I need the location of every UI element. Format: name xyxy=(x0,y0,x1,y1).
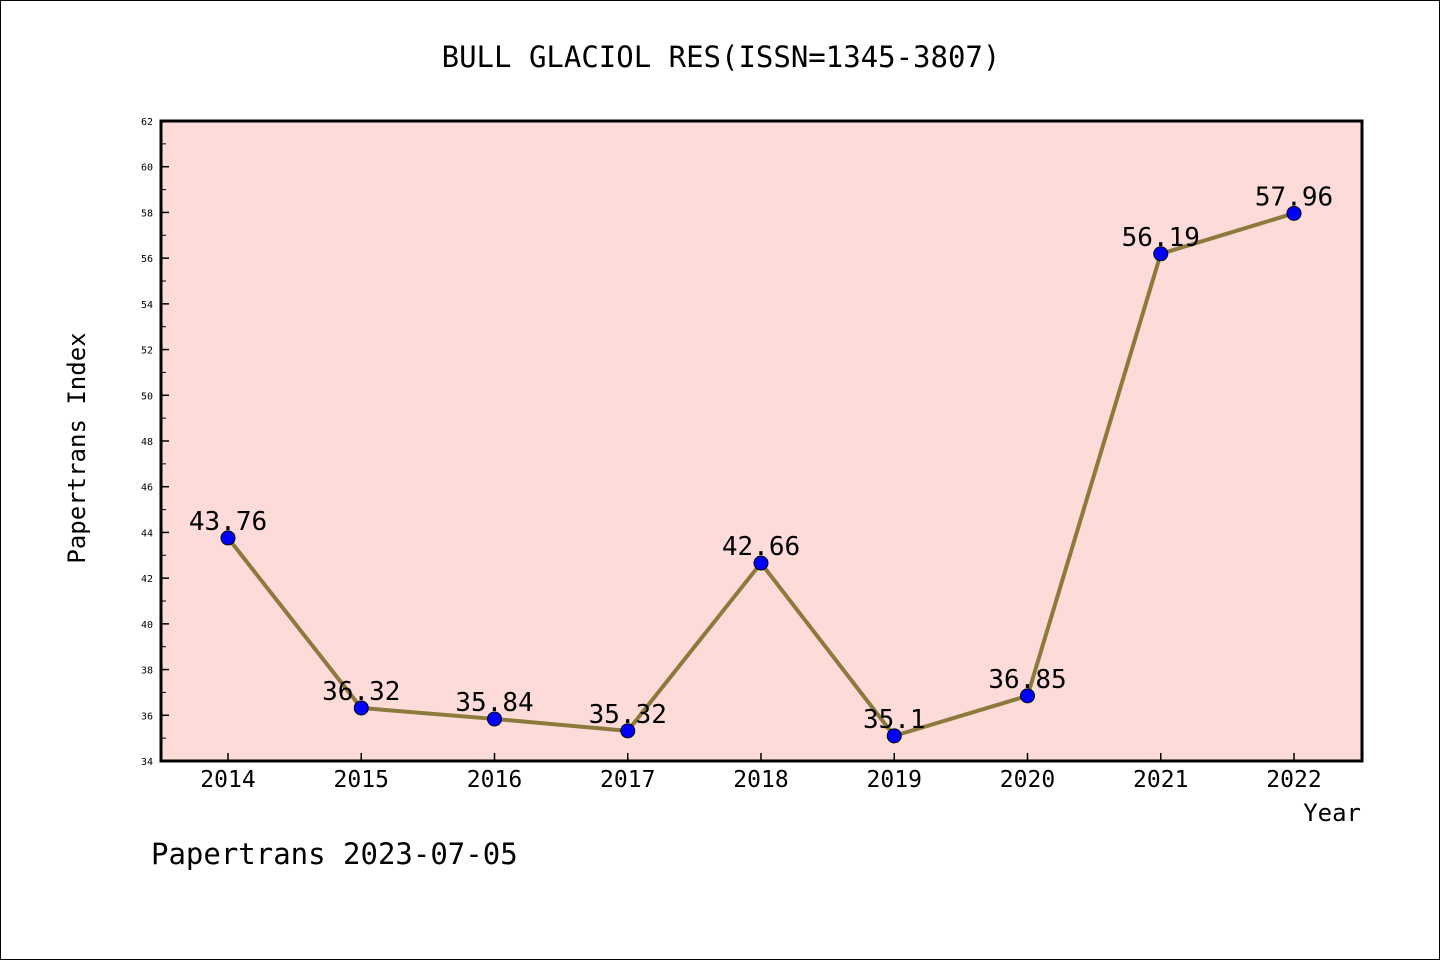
x-tick-label: 2016 xyxy=(467,767,522,793)
chart-title: BULL GLACIOL RES(ISSN=1345-3807) xyxy=(442,40,1001,74)
data-point xyxy=(886,728,902,744)
x-tick-label: 2015 xyxy=(334,767,389,793)
x-axis: 2014 2015 2016 2017 2018 2019 2020 2021 2022 xyxy=(200,753,1322,793)
data-label: 57.96 xyxy=(1255,182,1333,212)
y-tick-label: 60 xyxy=(141,163,153,174)
data-label: 36.32 xyxy=(322,677,400,707)
data-labels: 43.76 36.32 35.84 35.32 42.66 35.1 36.85 56.19 5… xyxy=(189,182,1333,735)
data-point xyxy=(220,530,236,546)
y-axis-label: Papertrans Index xyxy=(63,332,91,563)
data-label: 42.66 xyxy=(722,532,800,562)
data-point xyxy=(753,555,769,571)
x-tick-label: 2017 xyxy=(600,767,655,793)
y-tick-label: 44 xyxy=(141,528,153,539)
data-series xyxy=(220,205,1302,744)
x-tick-label: 2020 xyxy=(1000,767,1055,793)
data-point xyxy=(353,700,369,716)
y-tick-label: 56 xyxy=(141,254,153,265)
x-tick-label: 2018 xyxy=(733,767,788,793)
y-tick-label: 62 xyxy=(141,117,153,128)
x-tick-label: 2021 xyxy=(1133,767,1188,793)
y-tick-label: 34 xyxy=(141,757,153,768)
y-axis: 34 36 38 40 42 44 46 48 50 52 54 56 58 60 62 xyxy=(141,117,169,768)
data-point xyxy=(487,711,502,727)
data-point xyxy=(1020,688,1035,704)
x-axis-label: Year xyxy=(1303,799,1361,827)
data-point xyxy=(620,723,636,739)
y-tick-label: 58 xyxy=(141,208,153,219)
x-tick-label: 2022 xyxy=(1266,767,1321,793)
data-label: 56.19 xyxy=(1122,223,1200,253)
x-tick-label: 2014 xyxy=(200,767,255,793)
y-tick-label: 54 xyxy=(141,300,153,311)
data-label: 36.85 xyxy=(988,665,1066,695)
data-point xyxy=(1286,205,1302,221)
y-tick-label: 42 xyxy=(141,574,153,585)
data-label: 43.76 xyxy=(189,507,267,537)
y-tick-label: 36 xyxy=(141,711,153,722)
y-tick-label: 46 xyxy=(141,483,153,494)
data-label: 35.84 xyxy=(455,688,533,718)
footer-date: Papertrans 2023-07-05 xyxy=(151,837,518,871)
y-tick-label: 38 xyxy=(141,666,153,677)
plot-area xyxy=(159,119,1364,763)
data-label: 35.32 xyxy=(589,700,667,730)
data-point xyxy=(1153,246,1169,262)
x-tick-label: 2019 xyxy=(867,767,922,793)
y-tick-label: 52 xyxy=(141,346,153,357)
y-tick-label: 50 xyxy=(141,391,153,402)
y-tick-label: 48 xyxy=(141,437,153,448)
y-tick-label: 40 xyxy=(141,620,153,631)
data-label: 35.1 xyxy=(863,705,926,735)
